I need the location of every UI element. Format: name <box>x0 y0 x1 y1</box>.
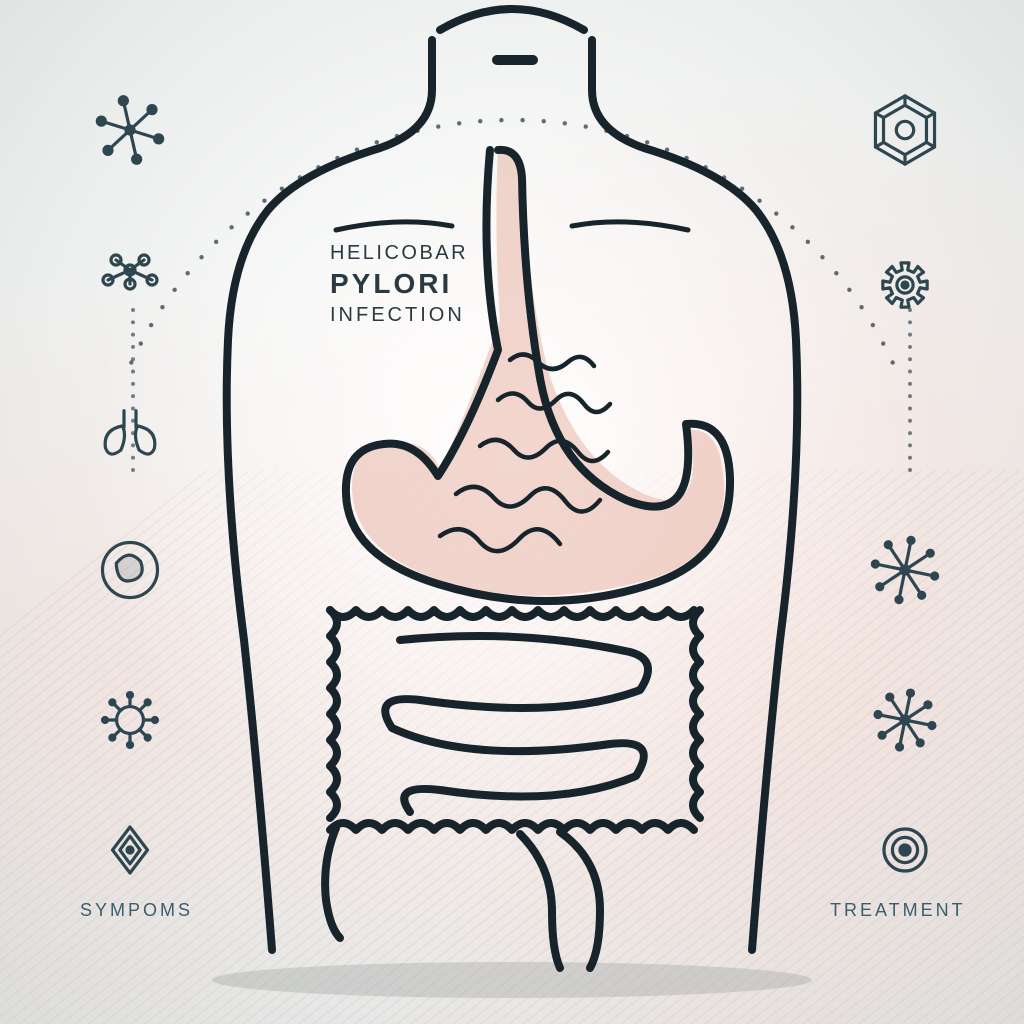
title-line2: PYLORI <box>330 266 468 302</box>
diagram-svg <box>0 0 1024 1024</box>
main-title: HELICOBAR PYLORI INFECTION <box>330 240 468 328</box>
treatment-label: TREATMENT <box>830 900 966 921</box>
infographic-canvas: { "type": "infographic", "canvas": { "wi… <box>0 0 1024 1024</box>
title-line3: INFECTION <box>330 302 468 328</box>
symptoms-label: SYMPOMS <box>80 900 193 921</box>
title-line1: HELICOBAR <box>330 240 468 266</box>
